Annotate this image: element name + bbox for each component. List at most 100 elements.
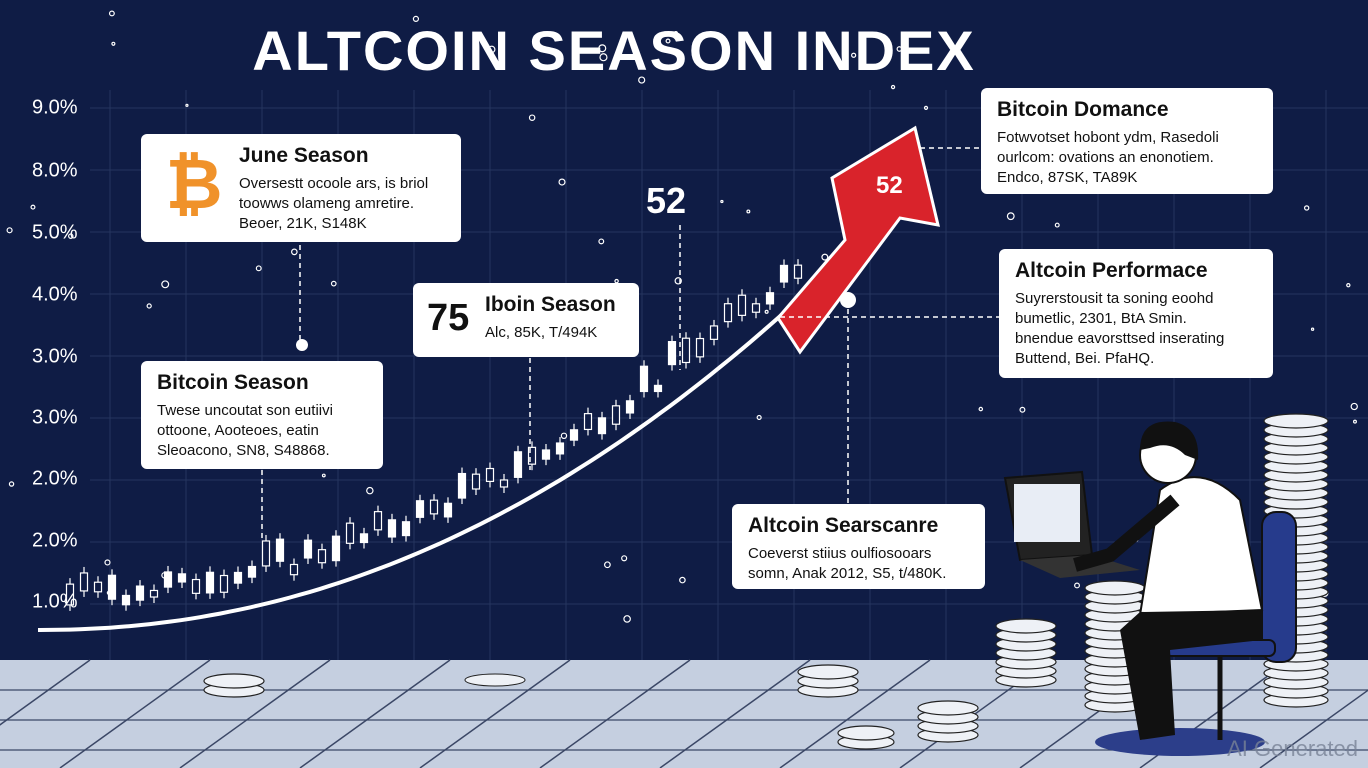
star [146, 303, 152, 309]
star [764, 309, 769, 314]
star [1350, 402, 1358, 411]
svg-text:₿: ₿ [165, 150, 222, 220]
candle [667, 341, 677, 366]
watermark: AI Generated [1227, 736, 1358, 761]
candle [247, 565, 257, 578]
callout-line: Alc, 85K, T/494K [485, 324, 598, 341]
callout: ₿ June Season Oversestt ocoole ars, is b… [141, 134, 461, 242]
coin [837, 725, 895, 741]
candle [135, 585, 145, 601]
star [673, 31, 679, 36]
candle [429, 499, 439, 515]
bitcoin-icon: ₿ [165, 150, 222, 220]
star [108, 10, 115, 17]
callout-line: Twese uncoutat son eutiivi [157, 402, 333, 419]
coin [797, 664, 859, 680]
star [1352, 419, 1357, 424]
candle [107, 574, 117, 600]
candle [779, 264, 789, 283]
star [412, 15, 420, 22]
star [665, 38, 671, 44]
star [366, 486, 374, 495]
coin [464, 673, 526, 687]
callout: Bitcoin Season Twese uncoutat son eutiiv… [141, 361, 383, 469]
star [614, 278, 619, 284]
candle [765, 292, 775, 305]
star [111, 41, 116, 46]
callout-line: Buttend, Bei. PfaHQ. [1015, 350, 1155, 367]
star [291, 248, 298, 256]
candle [751, 303, 761, 313]
hair [1140, 421, 1199, 460]
callout-line: Sleoacono, SN8, S48868. [157, 442, 330, 459]
star [487, 45, 496, 54]
arrow-label: 52 [876, 172, 903, 199]
star [890, 84, 896, 90]
star [756, 414, 762, 421]
candle [583, 413, 593, 431]
callout-line: Coeverst stiius oulfiosooars [748, 545, 932, 562]
candle [527, 446, 537, 465]
star [558, 178, 566, 186]
star [720, 199, 724, 204]
trend-arrow [776, 125, 940, 355]
star [638, 76, 646, 84]
star [30, 204, 36, 210]
callout-line: Oversestt ocoole ars, is briol [239, 175, 429, 192]
candle [709, 325, 719, 340]
candle [205, 571, 215, 594]
star [621, 555, 628, 562]
candle [793, 264, 803, 279]
star [614, 56, 618, 60]
callout-title: Altcoin Searscanre [748, 514, 939, 537]
candle [149, 589, 159, 598]
callout-line: ourlcom: ovations an enonotiem. [997, 149, 1214, 166]
coin [917, 700, 979, 716]
star [1074, 582, 1080, 589]
trend-curve [38, 305, 792, 632]
candle [625, 400, 635, 414]
candle [121, 594, 131, 606]
candle [177, 573, 187, 583]
star [255, 265, 262, 272]
coin [1263, 413, 1329, 429]
callout-title: Altcoin Performace [1015, 259, 1208, 282]
star [104, 559, 111, 566]
callout-line: Suyrerstousit ta soning eoohd [1015, 290, 1214, 307]
laptop-screen [1014, 484, 1080, 542]
coin [1084, 580, 1146, 596]
candle [191, 578, 201, 594]
y-axis-label: 1.0% [32, 590, 78, 613]
star [185, 103, 189, 107]
candle [471, 473, 481, 490]
candle [555, 442, 565, 455]
callout-line: bumetlic, 2301, BtA Smin. [1015, 310, 1187, 327]
candle [541, 449, 551, 460]
candle [401, 521, 411, 537]
callout-line: bnendue eavorsttsed inserating [1015, 330, 1225, 347]
y-axis-label: 9.0% [32, 96, 78, 119]
candle [261, 540, 271, 567]
y-axis-label: 3.0% [32, 406, 78, 429]
candle [597, 417, 607, 435]
callout-line: Beoer, 21K, S148K [239, 215, 367, 232]
candle [639, 365, 649, 393]
legs [1120, 610, 1262, 740]
candle [653, 384, 663, 393]
star [8, 481, 15, 487]
star [821, 253, 829, 261]
star [1019, 406, 1026, 413]
candle [163, 571, 173, 588]
star [1303, 205, 1310, 211]
y-axis-label: 5.0% [32, 221, 78, 244]
star [599, 53, 608, 62]
star [161, 280, 170, 289]
star [679, 576, 686, 584]
callout-line: ottoone, Aooteoes, eatin [157, 422, 319, 439]
star [746, 209, 751, 214]
candle [303, 539, 313, 559]
candle [219, 574, 229, 593]
callout-line: somn, Anak 2012, S5, t/480K. [748, 565, 947, 582]
star [1054, 222, 1060, 228]
